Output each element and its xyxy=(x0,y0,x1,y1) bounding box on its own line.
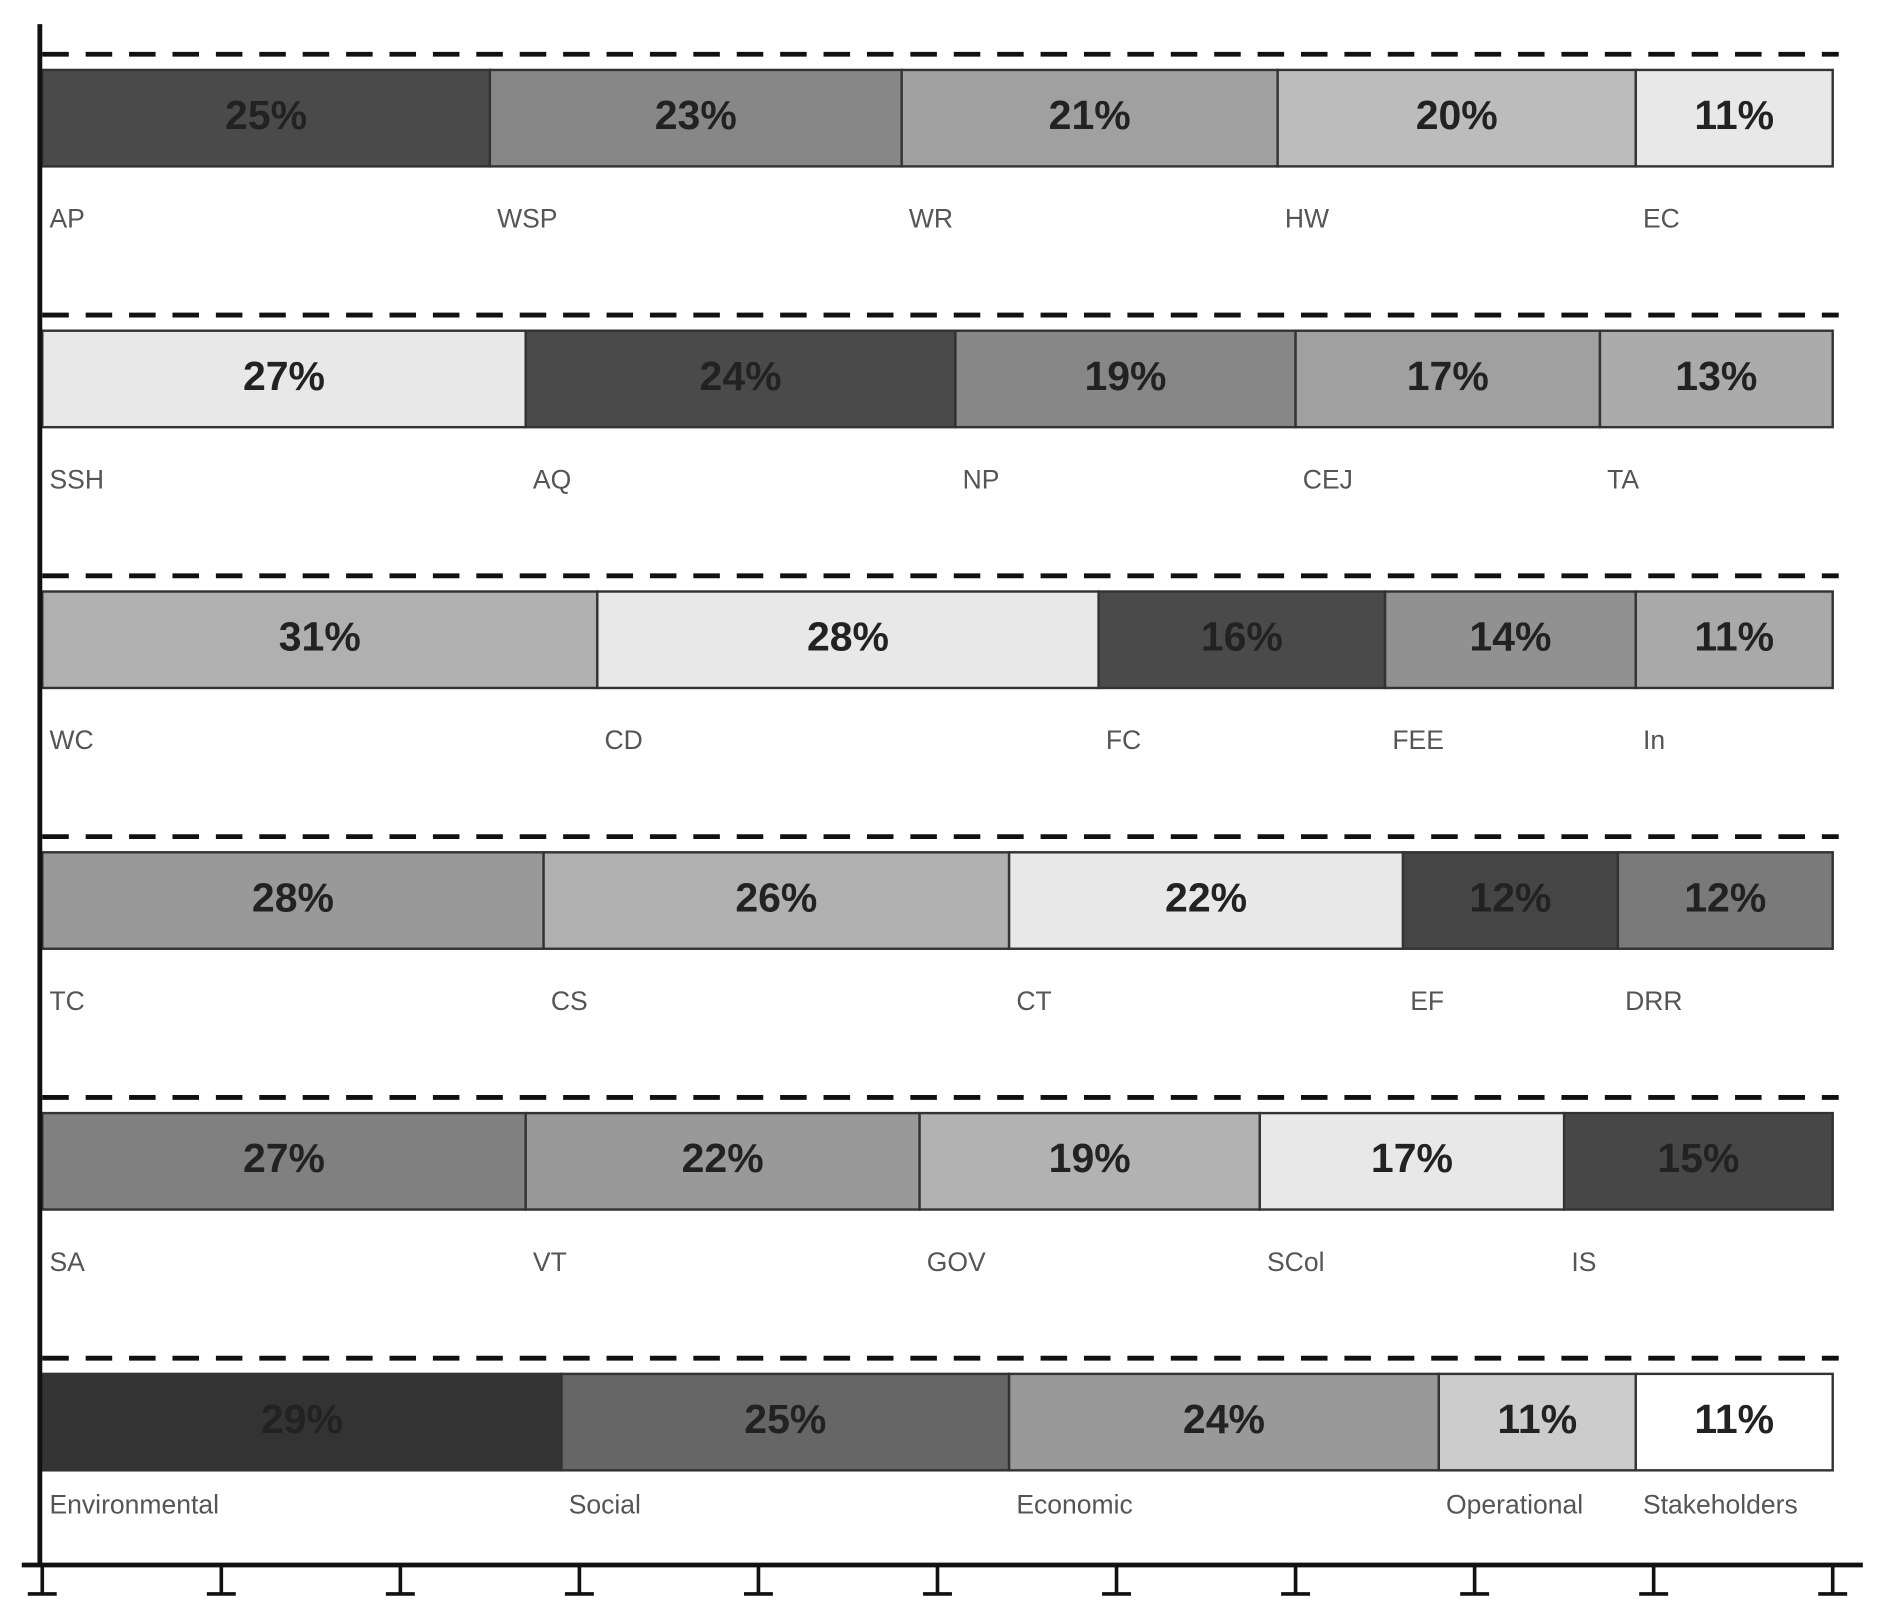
category-label: AP xyxy=(49,204,84,234)
value-label: 26% xyxy=(735,874,817,920)
value-label: 24% xyxy=(700,353,782,399)
bar-segment xyxy=(488,68,903,168)
bar-segment xyxy=(1097,590,1387,690)
value-label: 28% xyxy=(807,614,889,660)
category-label: GOV xyxy=(927,1247,986,1277)
x-tick xyxy=(923,1564,952,1596)
value-label: 27% xyxy=(243,353,325,399)
bar-segment xyxy=(1616,851,1834,950)
value-label: 19% xyxy=(1084,353,1166,399)
value-label: 23% xyxy=(655,92,737,138)
bar-segment xyxy=(524,329,957,429)
value-label: 20% xyxy=(1416,92,1498,138)
x-tick xyxy=(206,1564,236,1596)
category-label: Stakeholders xyxy=(1643,1490,1798,1520)
bar-segment xyxy=(596,590,1100,690)
bar-segment xyxy=(41,590,599,690)
category-label: VT xyxy=(533,1247,567,1277)
value-label: 17% xyxy=(1407,353,1489,399)
value-label: 13% xyxy=(1675,353,1757,399)
bar-segment xyxy=(1383,590,1637,690)
category-label: In xyxy=(1643,725,1665,755)
category-label: WSP xyxy=(497,204,557,234)
category-label: IS xyxy=(1571,1247,1596,1277)
x-tick xyxy=(1102,1564,1131,1596)
bar-segment xyxy=(1258,1111,1566,1211)
category-label: CD xyxy=(605,725,643,755)
bar-segment xyxy=(524,1111,921,1211)
category-label: WR xyxy=(909,204,953,234)
value-label: 29% xyxy=(261,1396,343,1442)
category-label: FEE xyxy=(1392,725,1444,755)
value-label: 22% xyxy=(682,1135,764,1181)
bar-segment xyxy=(1562,1111,1834,1211)
value-label: 11% xyxy=(1694,1396,1774,1442)
value-label: 11% xyxy=(1694,614,1774,660)
category-label: CT xyxy=(1016,986,1051,1016)
category-label: Economic xyxy=(1016,1490,1132,1520)
value-label: 24% xyxy=(1183,1396,1265,1442)
value-label: 12% xyxy=(1469,874,1551,920)
category-label: SSH xyxy=(49,464,104,494)
bar-segment xyxy=(954,329,1297,429)
value-label: 25% xyxy=(225,92,307,138)
category-label: SA xyxy=(49,1247,85,1277)
bar-segment xyxy=(41,851,545,950)
category-label: TA xyxy=(1607,464,1639,494)
category-label: WC xyxy=(49,725,93,755)
x-tick xyxy=(385,1564,415,1596)
value-label: 11% xyxy=(1497,1396,1577,1442)
bar-segment xyxy=(1007,851,1405,950)
x-tick xyxy=(1281,1564,1311,1596)
bar-segment xyxy=(1598,329,1834,429)
value-label: 17% xyxy=(1371,1135,1453,1181)
x-tick xyxy=(1460,1564,1490,1596)
value-label: 31% xyxy=(279,614,361,660)
category-label: EF xyxy=(1410,986,1444,1016)
bar-segment xyxy=(41,329,527,429)
category-label: EC xyxy=(1643,204,1680,234)
bar-segment xyxy=(542,851,1011,950)
value-label: 15% xyxy=(1657,1135,1739,1181)
value-label: 27% xyxy=(243,1135,325,1181)
category-label: TC xyxy=(49,986,84,1016)
category-label: Environmental xyxy=(49,1490,218,1520)
bar-segment xyxy=(1401,851,1620,950)
category-label: FC xyxy=(1106,725,1141,755)
value-label: 12% xyxy=(1684,874,1766,920)
x-tick xyxy=(564,1564,594,1596)
category-label: NP xyxy=(963,464,1000,494)
category-label: Social xyxy=(569,1490,641,1520)
category-label: AQ xyxy=(533,464,571,494)
value-label: 28% xyxy=(252,874,334,920)
category-label: CEJ xyxy=(1303,464,1353,494)
category-label: CS xyxy=(551,986,588,1016)
bar-segment xyxy=(1276,68,1637,168)
value-label: 14% xyxy=(1469,614,1551,660)
value-label: 25% xyxy=(744,1396,826,1442)
category-label: DRR xyxy=(1625,986,1682,1016)
category-label: SCol xyxy=(1267,1247,1324,1277)
value-label: 21% xyxy=(1049,92,1131,138)
bar-segment xyxy=(1634,590,1834,690)
x-tick xyxy=(1818,1564,1848,1596)
bar-segment xyxy=(560,1372,1011,1472)
x-tick xyxy=(1639,1564,1669,1596)
value-label: 11% xyxy=(1694,92,1774,138)
x-tick xyxy=(743,1564,773,1596)
value-label: 19% xyxy=(1049,1135,1131,1181)
x-tick xyxy=(27,1564,57,1596)
bar-segment xyxy=(1634,68,1834,168)
category-label: HW xyxy=(1285,204,1329,234)
value-label: 16% xyxy=(1201,614,1283,660)
bar-segment xyxy=(1634,1372,1834,1472)
category-label: Operational xyxy=(1446,1490,1583,1520)
bar-segment xyxy=(41,68,492,168)
value-label: 22% xyxy=(1165,874,1247,920)
